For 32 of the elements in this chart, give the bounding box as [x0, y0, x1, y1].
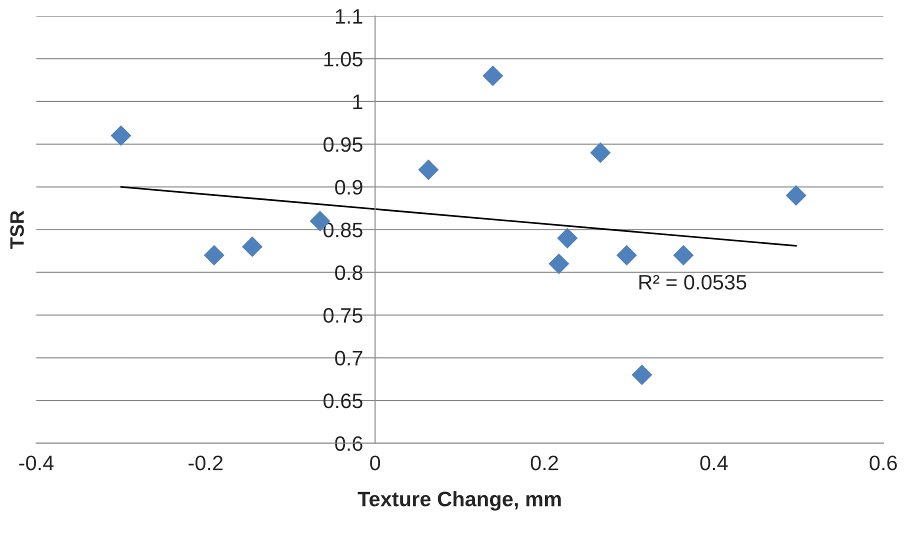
point	[548, 253, 570, 274]
x-tick-label: 0.4	[700, 456, 728, 470]
x-tick-label: 0.2	[530, 456, 558, 470]
point	[673, 244, 694, 266]
annotation: R² = 0.0535	[639, 274, 746, 290]
x-axis-title: Texture Change, mm	[358, 491, 561, 511]
y-tick-label: 0.95	[324, 137, 362, 152]
point	[418, 160, 439, 180]
point	[482, 66, 504, 86]
point	[557, 228, 578, 248]
x-tick-label: 0.6	[870, 456, 897, 470]
point	[204, 244, 224, 266]
y-tick-label: 0.8	[335, 265, 362, 280]
y-tick-label: 1.05	[324, 52, 362, 66]
point	[242, 236, 263, 258]
y-tick-label: 1	[353, 94, 362, 110]
y-tick-label: 0.75	[324, 308, 362, 323]
point	[110, 125, 132, 146]
y-tick-label: 0.65	[324, 394, 362, 408]
point	[590, 142, 611, 164]
x-tick-label: -0.4	[19, 456, 54, 470]
point	[632, 364, 652, 386]
y-tick-label: 0.85	[324, 222, 362, 238]
point	[786, 185, 806, 206]
y-tick-label: 0.6	[335, 436, 362, 451]
point	[616, 244, 637, 266]
y-tick-label: 1.1	[336, 9, 362, 24]
y-tick-label: 0.9	[335, 180, 362, 195]
x-tick-label: 0	[370, 456, 380, 470]
y-tick-label: 0.7	[335, 350, 362, 366]
x-tick-label: -0.2	[188, 456, 223, 470]
y-axis-title: TSR	[10, 210, 24, 249]
